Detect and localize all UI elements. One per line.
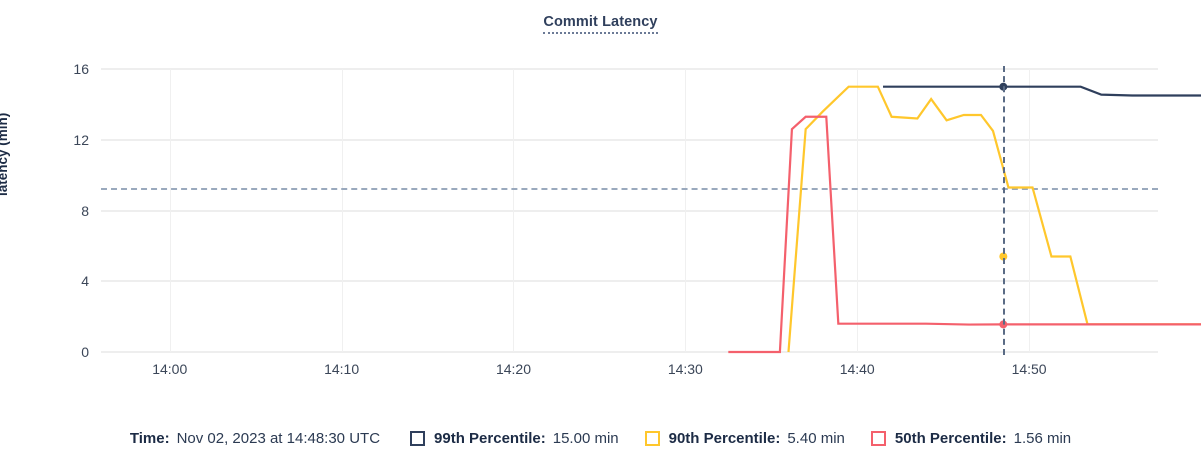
- y-axis-label: latency (min): [0, 112, 10, 196]
- x-tick-label: 14:20: [495, 361, 531, 377]
- footer-time: Time: Nov 02, 2023 at 14:48:30 UTC: [130, 430, 380, 447]
- x-tick-label: 14:40: [839, 361, 875, 377]
- gridline-y: [101, 138, 1158, 141]
- gridline-x: [857, 69, 859, 352]
- y-tick-label: 12: [73, 131, 89, 148]
- gridline-y: [101, 351, 1158, 353]
- gridline-x: [1029, 69, 1031, 352]
- threshold-line: [101, 187, 1158, 190]
- gridline-x: [341, 69, 343, 352]
- legend-label-p99: 99th Percentile:: [434, 429, 546, 447]
- gridline-y: [101, 280, 1158, 283]
- x-tick-label: 14:30: [667, 361, 703, 377]
- legend-swatch-p50: [870, 430, 886, 446]
- plot-area: [101, 66, 1201, 355]
- time-label: Time:: [129, 429, 170, 447]
- series-line: [728, 115, 1201, 354]
- y-tick-label: 8: [81, 202, 89, 219]
- cursor-crosshair[interactable]: [1003, 66, 1006, 355]
- series-line: [883, 85, 1201, 97]
- time-value: Nov 02, 2023 at 14:48:30 UTC: [176, 429, 381, 447]
- legend-item-p90[interactable]: 90th Percentile: 5.40 min: [644, 429, 845, 447]
- gridline-y: [101, 209, 1158, 212]
- legend-label-p90: 90th Percentile:: [668, 429, 781, 447]
- x-tick-label: 14:50: [1011, 361, 1047, 377]
- gridline-x: [685, 69, 687, 352]
- gridline-x: [513, 69, 515, 352]
- legend-item-p99[interactable]: 99th Percentile: 15.00 min: [410, 430, 619, 447]
- y-tick-label: 4: [81, 273, 89, 290]
- gridline-y: [101, 68, 1158, 70]
- chart-title: Commit Latency: [0, 14, 1201, 34]
- legend-swatch-p90: [644, 430, 660, 446]
- legend-label-p50: 50th Percentile:: [894, 429, 1007, 447]
- x-tick-label: 14:00: [152, 361, 188, 377]
- legend-value-p90: 5.40 min: [787, 429, 845, 447]
- series-lines: [728, 82, 1201, 354]
- chart-title-text: Commit Latency: [543, 14, 658, 34]
- legend-swatch-p99: [410, 430, 426, 446]
- legend-value-p50: 1.56 min: [1013, 429, 1072, 447]
- chart-footer-legend: Time: Nov 02, 2023 at 14:48:30 UTC 99th …: [0, 418, 1201, 458]
- x-tick-label: 14:10: [324, 361, 360, 377]
- series-line: [787, 85, 1201, 353]
- y-tick-label: 16: [73, 61, 89, 77]
- legend-value-p99: 15.00 min: [552, 429, 619, 447]
- gridline-x: [169, 69, 171, 352]
- y-tick-label: 0: [81, 344, 89, 360]
- legend-item-p50[interactable]: 50th Percentile: 1.56 min: [870, 429, 1072, 447]
